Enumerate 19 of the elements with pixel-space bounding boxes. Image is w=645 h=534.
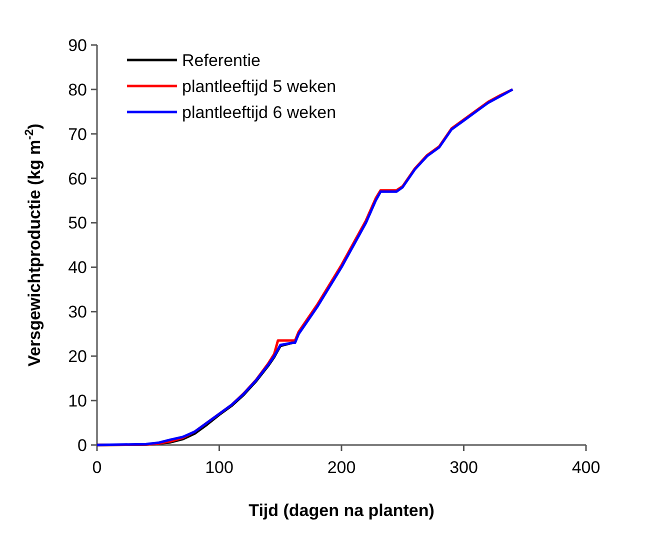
x-tick-label: 300 bbox=[450, 458, 478, 477]
x-tick-label: 200 bbox=[327, 458, 356, 477]
legend-label: plantleeftijd 5 weken bbox=[182, 76, 336, 96]
y-tick-label: 30 bbox=[68, 302, 87, 322]
y-tick-label: 40 bbox=[68, 258, 87, 278]
y-tick-label: 80 bbox=[68, 80, 87, 100]
y-tick-label: 10 bbox=[68, 392, 87, 411]
x-tick-label: 100 bbox=[205, 458, 234, 477]
x-tick-label: 0 bbox=[92, 458, 102, 477]
legend-label: plantleeftijd 6 weken bbox=[182, 102, 336, 122]
y-tick-label: 90 bbox=[68, 36, 87, 55]
y-tick-label: 0 bbox=[78, 436, 87, 455]
y-tick-label: 20 bbox=[68, 347, 87, 366]
x-tick-label: 400 bbox=[572, 458, 600, 477]
y-tick-label: 60 bbox=[68, 169, 87, 188]
y-tick-label: 70 bbox=[68, 124, 87, 144]
legend-label: Referentie bbox=[182, 50, 260, 70]
x-axis-title: Tijd (dagen na planten) bbox=[248, 501, 434, 520]
y-tick-label: 50 bbox=[68, 214, 87, 233]
